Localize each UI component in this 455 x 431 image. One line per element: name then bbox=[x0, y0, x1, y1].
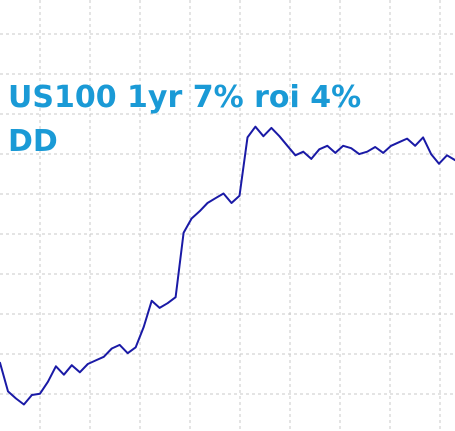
chart-title: US100 1yr 7% roi 4% DD bbox=[8, 80, 361, 159]
series-line-1 bbox=[0, 125, 455, 406]
chart-series bbox=[0, 125, 455, 406]
chart-title-line-1: US100 1yr 7% roi 4% bbox=[8, 80, 361, 115]
chart-title-line-2: DD bbox=[8, 124, 58, 159]
